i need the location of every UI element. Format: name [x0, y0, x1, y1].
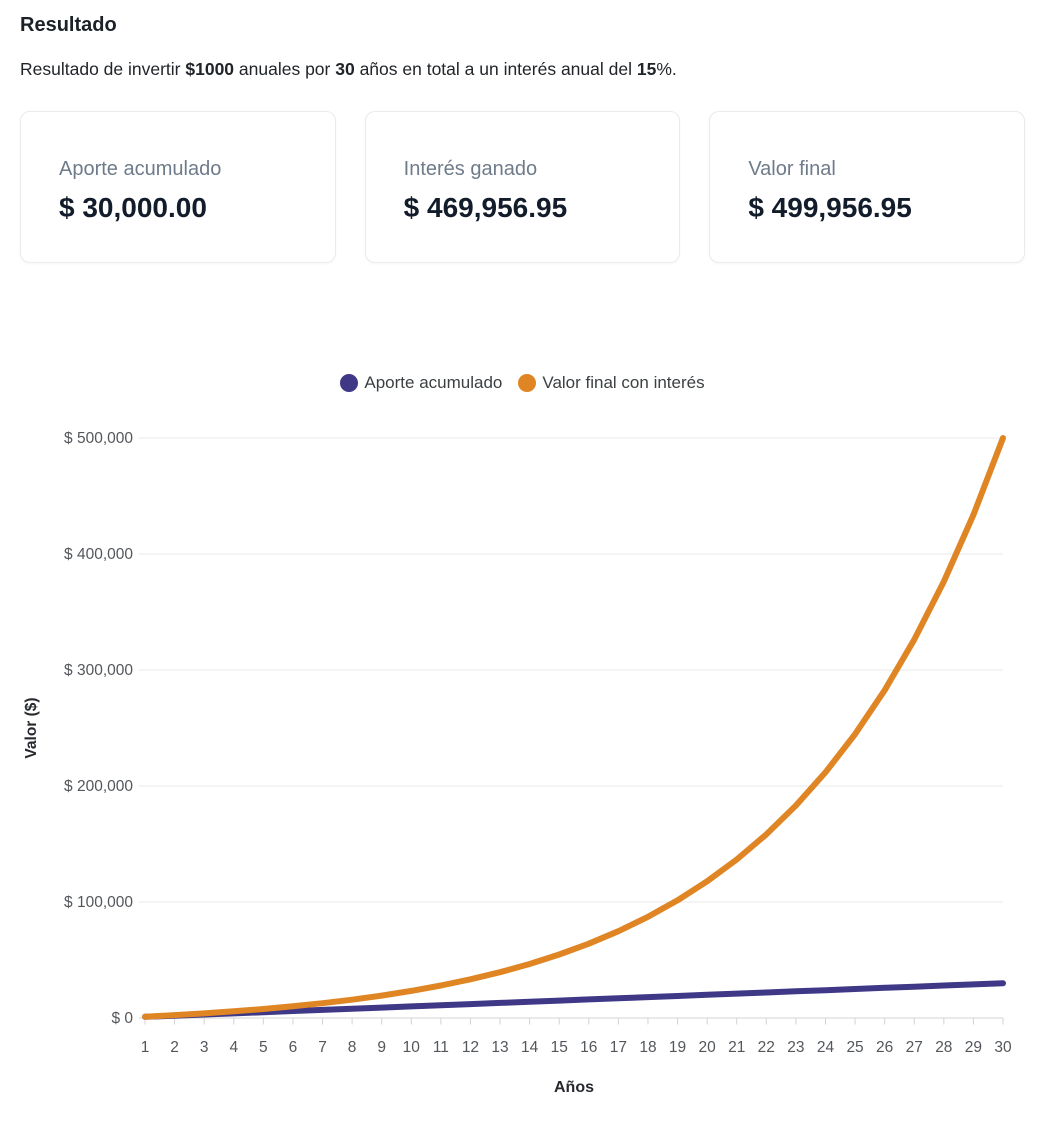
x-tick-label: 7	[318, 1039, 327, 1056]
x-tick-label: 11	[433, 1039, 449, 1056]
x-tick-label: 24	[817, 1039, 835, 1056]
legend-item[interactable]: Aporte acumulado	[340, 373, 502, 393]
y-tick-labels: $ 0 $ 100,000 $ 200,000 $ 300,000 $ 400,000 $…	[64, 430, 133, 1027]
x-tick-label: 25	[846, 1039, 863, 1056]
card-label: Interés ganado	[403, 157, 538, 180]
series-line-valor-final-con-inter-s	[142, 434, 1006, 1020]
chart-section: Aporte acumulado Valor final con interés …	[20, 371, 1025, 1115]
series-line-aporte-acumulado	[142, 979, 1006, 1020]
x-tick-label: 5	[259, 1039, 268, 1056]
x-tick-label: 21	[728, 1039, 745, 1056]
x-tick-label: 20	[699, 1039, 717, 1056]
x-tick-label: 12	[462, 1039, 479, 1056]
x-tick-label: 26	[876, 1039, 893, 1056]
x-tick-label: 13	[491, 1039, 508, 1056]
y-tick-label: $ 100,000	[64, 894, 133, 911]
description-text: %.	[656, 59, 677, 79]
card-value: $ 30,000.00	[59, 191, 207, 223]
card-value: $ 469,956.95	[403, 191, 568, 223]
x-tick-label: 19	[669, 1039, 686, 1056]
x-tick-label: 23	[787, 1039, 804, 1056]
x-tick-label: 28	[935, 1039, 952, 1056]
x-tick-label: 1	[141, 1039, 150, 1056]
x-tick-label: 14	[521, 1039, 539, 1056]
x-tick-label: 27	[906, 1039, 923, 1056]
page-title: Resultado	[20, 14, 117, 36]
x-tick-label: 29	[965, 1039, 982, 1056]
x-axis-title: Años	[554, 1079, 594, 1096]
gridlines	[139, 437, 1003, 1019]
y-tick-label: $ 300,000	[64, 662, 133, 679]
description-text: años en total a un interés anual del	[354, 59, 637, 79]
x-tick-label: 30	[994, 1039, 1012, 1056]
description-years: 30	[335, 59, 355, 79]
card-aporte-acumulado: Aporte acumulado $ 30,000.00	[20, 110, 336, 263]
legend-label: Valor final con interés	[542, 372, 705, 392]
x-tick-label: 10	[403, 1039, 421, 1056]
y-tick-label: $ 200,000	[64, 778, 133, 795]
y-tick-label: $ 500,000	[64, 430, 133, 447]
x-tick-labels: 1 2 3 4 5 6 7 8 9 10 11 12 13 14 15 16 17 18 19 20 21 22 23 24 2…	[141, 1039, 1012, 1056]
card-value: $ 499,956.95	[748, 191, 912, 223]
x-tick-label: 15	[551, 1039, 568, 1056]
legend-dot-icon	[340, 373, 359, 392]
description-rate: 15	[636, 59, 657, 79]
results-panel: Resultado Resultado de invertir $1000 an…	[0, 14, 1045, 1115]
y-axis-title: Valor ($)	[23, 697, 40, 758]
legend-label: Aporte acumulado	[364, 372, 503, 392]
summary-cards: Aporte acumulado $ 30,000.00 Interés gan…	[20, 110, 1025, 263]
y-tick-label: $ 0	[111, 1010, 133, 1027]
result-description: Resultado de invertir $1000 anuales por …	[20, 58, 1025, 82]
x-tick-label: 22	[758, 1039, 775, 1056]
x-tick-label: 3	[200, 1039, 209, 1056]
legend-dot-icon	[518, 373, 537, 392]
description-text: anuales por	[234, 59, 336, 79]
line-chart[interactable]: $ 0 $ 100,000 $ 200,000 $ 300,000 $ 400,000 $…	[20, 415, 1025, 1115]
description-amount: $1000	[185, 59, 235, 79]
x-tick-label: 6	[289, 1039, 298, 1056]
legend-item[interactable]: Valor final con interés	[518, 372, 705, 393]
axis-ticks	[144, 1017, 1004, 1025]
chart-legend: Aporte acumulado Valor final con interés	[20, 371, 1025, 395]
card-label: Aporte acumulado	[59, 157, 222, 180]
y-tick-label: $ 400,000	[64, 546, 133, 563]
series-lines	[142, 434, 1006, 1020]
x-tick-label: 8	[348, 1039, 357, 1056]
x-tick-label: 2	[170, 1039, 179, 1056]
card-valor-final: Valor final $ 499,956.95	[709, 110, 1025, 263]
x-tick-label: 16	[580, 1039, 597, 1056]
card-interes-ganado: Interés ganado $ 469,956.95	[364, 110, 681, 263]
x-tick-label: 9	[377, 1039, 386, 1056]
description-text: Resultado de invertir	[20, 59, 186, 79]
x-tick-label: 4	[229, 1039, 238, 1056]
x-tick-label: 18	[639, 1039, 656, 1056]
card-label: Valor final	[748, 157, 836, 180]
x-tick-label: 17	[610, 1039, 627, 1056]
